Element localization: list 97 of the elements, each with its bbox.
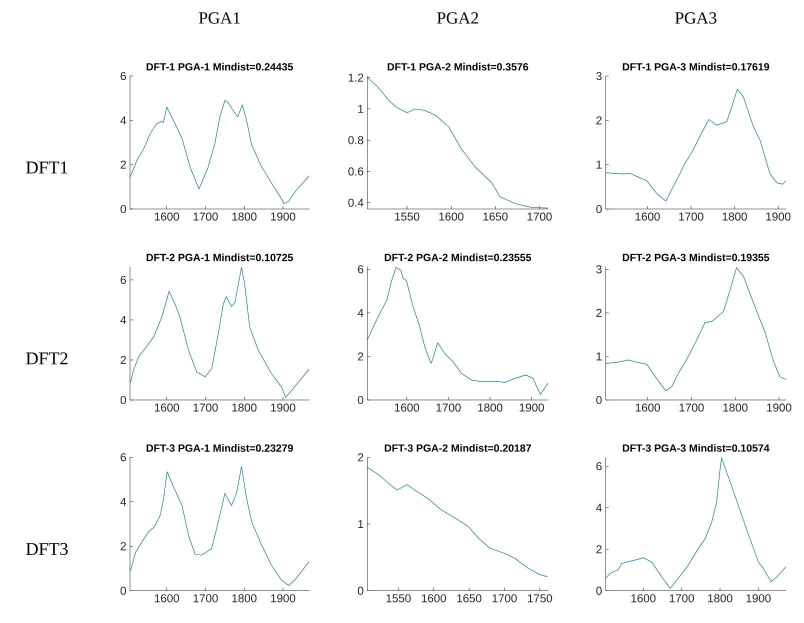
x-tick-label: 1800 (722, 212, 747, 221)
line-series (367, 267, 548, 395)
chart-title: DFT-2 PGA-1 Mindist=0.10725 (146, 254, 294, 262)
y-tick-label: 2 (358, 453, 364, 462)
chart-title: DFT-3 PGA-1 Mindist=0.23279 (146, 444, 293, 452)
y-tick-label: 3 (596, 72, 602, 80)
y-tick-label: 6 (358, 265, 364, 274)
y-tick-label: 0 (120, 586, 126, 595)
y-tick-label: 6 (120, 72, 126, 80)
y-tick-label: 4 (358, 308, 364, 317)
line-series (130, 100, 310, 204)
y-tick-label: 1.2 (348, 74, 364, 82)
y-tick-label: 1 (596, 160, 602, 169)
y-tick-label: 0 (596, 204, 602, 214)
y-tick-label: 0.6 (348, 167, 364, 176)
x-tick-label: 1650 (457, 594, 482, 602)
x-tick-label: 1800 (708, 594, 732, 602)
text: DFT2 (26, 352, 68, 364)
x-tick-label: 1800 (232, 594, 257, 602)
y-tick-label: 4 (120, 316, 126, 324)
x-tick-label: 1700 (194, 212, 218, 221)
x-tick-label: 1600 (422, 594, 446, 602)
y-tick-label: 0 (358, 586, 364, 595)
chart-title: DFT-3 PGA-2 Mindist=0.20187 (384, 444, 532, 452)
y-tick-label: 2 (596, 545, 602, 554)
x-tick-label: 1600 (154, 212, 180, 221)
x-tick-label: 1600 (636, 212, 660, 221)
y-tick-label: 2 (358, 352, 364, 360)
y-tick-label: 6 (120, 453, 126, 462)
text: PGA1 (198, 12, 240, 24)
y-tick-label: 1 (358, 104, 364, 113)
chart-title: DFT-1 PGA-3 Mindist=0.17619 (622, 62, 770, 71)
x-tick-label: 1700 (194, 594, 218, 602)
text: PGA3 (675, 12, 716, 24)
line-series (130, 466, 310, 586)
y-tick-label: 3 (596, 265, 602, 274)
x-tick-label: 1750 (528, 594, 552, 602)
x-tick-label: 1700 (528, 212, 552, 221)
y-tick-label: 4 (120, 498, 126, 506)
x-tick-label: 1600 (154, 594, 180, 602)
x-tick-label: 1700 (670, 594, 694, 602)
y-tick-label: 6 (596, 462, 602, 470)
x-tick-label: 1800 (232, 404, 257, 412)
chart-title: DFT-1 PGA-2 Mindist=0.3576 (388, 62, 528, 71)
line-series (606, 267, 786, 392)
chart-title: DFT-2 PGA-2 Mindist=0.23555 (384, 254, 532, 262)
x-tick-label: 1900 (271, 404, 296, 412)
x-tick-label: 1800 (723, 404, 748, 412)
y-tick-label: 4 (596, 504, 602, 512)
y-tick-label: 1 (358, 520, 364, 528)
line-series (130, 266, 310, 398)
x-tick-label: 1700 (492, 594, 517, 602)
x-tick-label: 1550 (395, 212, 420, 221)
y-tick-label: 2 (120, 542, 126, 550)
x-tick-label: 1600 (636, 404, 660, 412)
x-tick-label: 1900 (520, 404, 544, 412)
x-tick-label: 1600 (439, 212, 464, 221)
text: PGA2 (437, 12, 478, 24)
x-tick-label: 1550 (386, 594, 411, 602)
x-tick-label: 1900 (746, 594, 771, 602)
y-tick-label: 0 (120, 204, 126, 214)
x-tick-label: 1900 (271, 212, 296, 221)
x-tick-label: 1800 (478, 404, 502, 412)
y-tick-label: 0 (596, 586, 602, 595)
text: DFT3 (26, 542, 68, 556)
y-tick-label: 6 (120, 276, 126, 284)
y-tick-label: 0 (596, 396, 602, 404)
text: DFT1 (26, 162, 68, 174)
x-tick-label: 1700 (194, 404, 218, 412)
y-tick-label: 0 (358, 396, 364, 404)
x-tick-label: 1600 (154, 404, 180, 412)
y-tick-label: 1 (596, 352, 602, 360)
x-tick-label: 1800 (232, 212, 257, 221)
y-tick-label: 2 (596, 308, 602, 317)
y-tick-label: 0.8 (348, 136, 364, 144)
y-tick-label: 2 (596, 116, 602, 124)
chart-title: DFT-1 PGA-1 Mindist=0.24435 (146, 62, 294, 71)
x-tick-label: 1600 (394, 404, 420, 412)
y-tick-label: 0.4 (348, 198, 364, 207)
x-tick-label: 1600 (631, 594, 656, 602)
x-tick-label: 1700 (679, 212, 704, 221)
y-tick-label: 4 (120, 116, 126, 124)
y-tick-label: 0 (120, 396, 126, 404)
line-series (367, 467, 548, 577)
line-series (606, 88, 786, 202)
y-tick-label: 2 (120, 160, 126, 169)
x-tick-label: 1900 (271, 594, 296, 602)
chart-title: DFT-2 PGA-3 Mindist=0.19355 (622, 254, 770, 262)
line-series (367, 77, 548, 208)
x-tick-label: 1900 (767, 404, 792, 412)
x-tick-label: 1700 (680, 404, 704, 412)
x-tick-label: 1700 (436, 404, 461, 412)
line-series (606, 458, 786, 589)
x-tick-label: 1650 (483, 212, 508, 221)
y-tick-label: 2 (120, 356, 126, 364)
x-tick-label: 1900 (766, 212, 790, 221)
chart-title: DFT-3 PGA-3 Mindist=0.10574 (622, 444, 770, 452)
